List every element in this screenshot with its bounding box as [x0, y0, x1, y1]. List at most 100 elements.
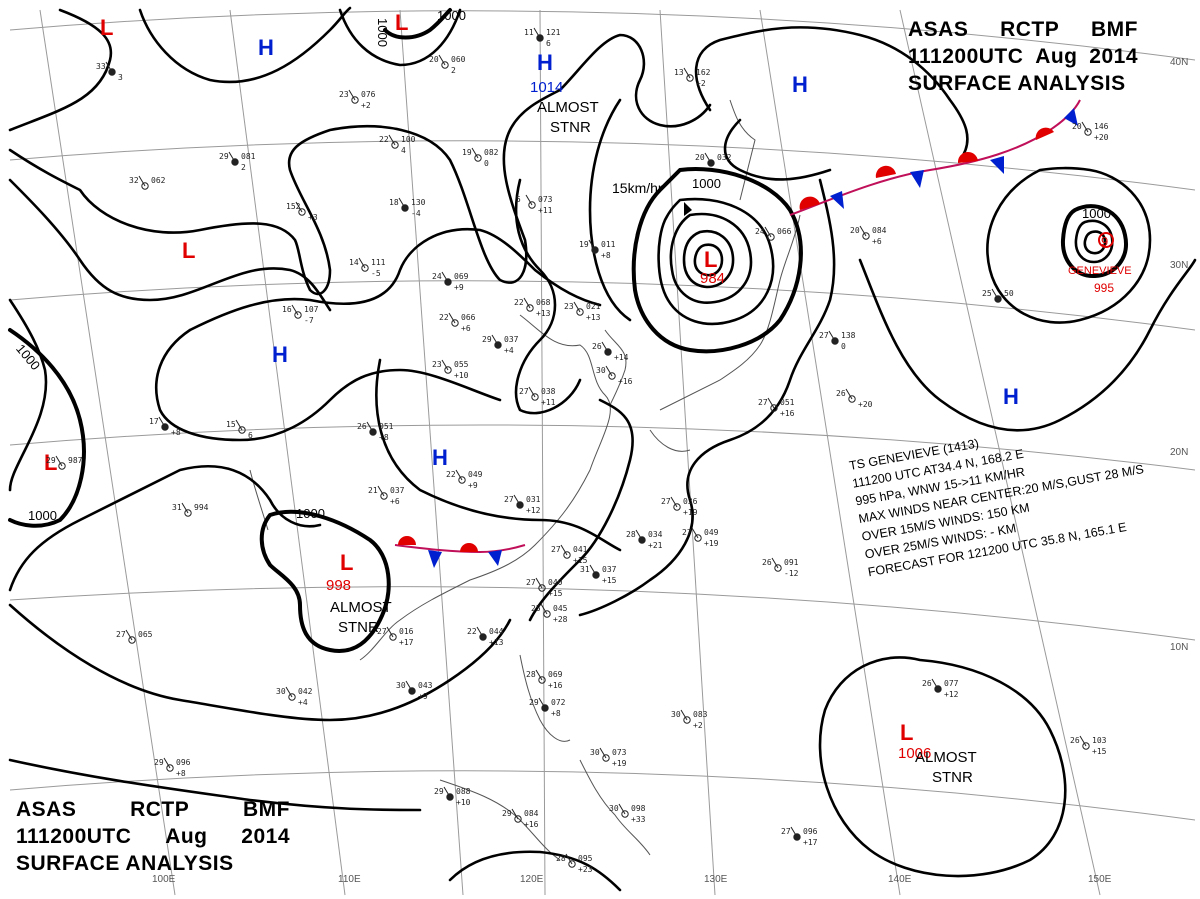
low-center: L [340, 550, 353, 575]
station-pressure: 077 [944, 679, 959, 688]
wind-barb [683, 67, 691, 79]
station-temp: 18 [389, 198, 399, 207]
station-circle [568, 860, 576, 868]
station-tendency: +23 [578, 865, 593, 874]
station-pressure: 062 [151, 176, 166, 185]
stnr-label: ALMOST [537, 99, 599, 116]
station-circle [514, 815, 522, 823]
station-plot: 24 066 [755, 226, 792, 241]
station-temp: 20 [695, 153, 705, 162]
station-tendency: +21 [648, 541, 663, 550]
station-pressure: 130 [411, 198, 426, 207]
station-tendency: +8 [379, 433, 389, 442]
station-circle [351, 96, 359, 104]
station-temp: 26 [1070, 736, 1080, 745]
wind-barb [565, 853, 573, 865]
high-center: H [432, 445, 448, 470]
station-plot: 26 103 +15 [1070, 735, 1107, 756]
station-tendency: +8 [176, 769, 186, 778]
station-tendency: +33 [631, 815, 646, 824]
station-pressure: 032 [717, 153, 732, 162]
station-pressure: 096 [176, 758, 191, 767]
station-circle [528, 201, 536, 209]
station-plot: 5 073 +11 [516, 194, 553, 215]
station-circle [686, 74, 694, 82]
wind-barb [125, 629, 133, 641]
wind-barb [991, 288, 999, 300]
station-pressure: 060 [451, 55, 466, 64]
station-temp: 22 [379, 135, 389, 144]
station-circle [389, 633, 397, 641]
isobar-label: 1000 [28, 508, 57, 523]
station-tendency: +13 [586, 313, 601, 322]
station-plot: 26 091 -12 [762, 557, 799, 578]
wind-barb [828, 330, 836, 342]
wind-barb [291, 304, 299, 316]
warm-front-bump [460, 543, 478, 552]
station-pressure: 111 [371, 258, 386, 267]
warm-front-bump [1035, 127, 1054, 140]
coastlines [249, 99, 801, 861]
station-circle [298, 208, 306, 216]
station-temp: 26 [922, 679, 932, 688]
stnr-label: STNR [550, 119, 591, 136]
station-plot: 27 049 +19 [682, 527, 719, 548]
wind-barb [377, 485, 385, 497]
station-tendency: +9 [418, 692, 428, 701]
station-circle [391, 141, 399, 149]
station-tendency: +9 [454, 283, 464, 292]
station-temp: 28 [526, 670, 536, 679]
station-pressure: 076 [361, 90, 376, 99]
station-pressure: 994 [194, 503, 209, 512]
station-tendency: +8 [551, 709, 561, 718]
station-circle [294, 311, 302, 319]
station-plot: 31 994 [172, 502, 209, 517]
wind-barb [771, 557, 779, 569]
wind-barb [105, 61, 113, 73]
station-tendency: +9 [468, 481, 478, 490]
station-temp: 27 [526, 578, 536, 587]
station-temp: 27 [504, 495, 514, 504]
station-plot: 25 50 [982, 288, 1014, 303]
header-time: 111200UTC [16, 825, 132, 848]
wind-barb [767, 397, 775, 409]
station-temp: 13 [674, 68, 684, 77]
station-plot: 28 034 +21 [626, 529, 663, 550]
station-temp: 27 [116, 630, 126, 639]
station-temp: 29 [46, 456, 56, 465]
station-temp: 30 [609, 804, 619, 813]
station-pressure: 987 [68, 456, 83, 465]
station-pressure: 037 [504, 335, 519, 344]
wind-barb [1079, 735, 1087, 747]
wind-barb [573, 301, 581, 313]
lon-label: 100E [152, 874, 176, 885]
station-tendency: 2 [241, 163, 246, 172]
station-plot: 27 031 +12 [504, 494, 541, 515]
station-tendency: +16 [780, 409, 795, 418]
station-plot: 25 045 +28 [531, 603, 568, 624]
station-pressure: 044 [489, 627, 504, 636]
station-plot: 22 068 +13 [514, 297, 551, 318]
wind-barb [491, 334, 499, 346]
station-plot: 27 138 0 [819, 330, 856, 351]
station-pressure: 073 [538, 195, 553, 204]
station-pressure: 072 [551, 698, 566, 707]
station-plot: 20 084 +6 [850, 225, 887, 246]
station-circle [673, 503, 681, 511]
station-plot: 29 088 +10 [434, 786, 471, 807]
station-tendency: +14 [614, 353, 629, 362]
station-plot: 27 051 +16 [758, 397, 795, 418]
wind-barb [138, 175, 146, 187]
wind-barb [588, 239, 596, 251]
station-temp: 31 [172, 503, 182, 512]
station-tendency: +8 [171, 428, 181, 437]
header-time: 111200UTC [908, 45, 1024, 68]
station-plot: 29 096 +8 [154, 757, 191, 778]
station-temp: 31 [580, 565, 590, 574]
wind-barb [525, 194, 533, 206]
station-temp: 16 [282, 305, 292, 314]
station-tendency: +4 [504, 346, 514, 355]
station-tendency: -4 [411, 209, 421, 218]
wind-barb [55, 455, 63, 467]
